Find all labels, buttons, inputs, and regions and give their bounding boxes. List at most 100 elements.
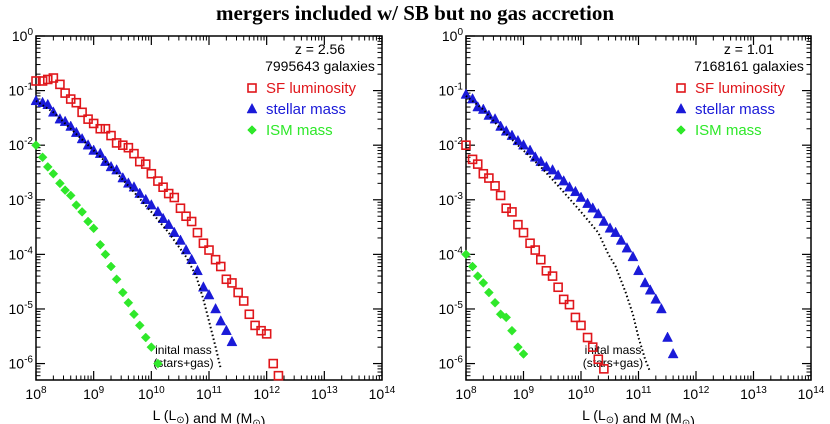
legend-marker-diamond: [247, 125, 257, 135]
data-point: [203, 288, 215, 300]
data-point: [261, 329, 272, 339]
data-point: [88, 118, 99, 129]
data-point: [529, 151, 541, 162]
data-point: [518, 139, 529, 150]
y-tick-label: 100: [442, 27, 464, 44]
data-point: [77, 107, 87, 118]
data-point: [633, 264, 644, 276]
x-axis-label: L (L⊙) and M (M⊙): [582, 407, 695, 424]
data-point: [558, 294, 569, 305]
data-point: [95, 239, 106, 250]
data-point: [83, 216, 93, 227]
galaxy-count-label: 7168161 galaxies: [694, 58, 804, 74]
data-point: [48, 73, 59, 83]
initial-mass-annotation-sub: (stars+gas): [153, 356, 213, 370]
data-point: [484, 287, 494, 298]
chart-left: 108 109 1010 1011 1012 1013 1014 100 10-1 10-2 10-…: [9, 27, 396, 424]
data-point: [525, 238, 535, 249]
data-point: [186, 216, 197, 227]
galaxy-count-label: 7995643 galaxies: [265, 58, 375, 74]
data-point: [123, 142, 134, 153]
data-point: [186, 253, 198, 264]
series-inital-mass-stars-gas-: [465, 95, 652, 373]
data-point: [593, 354, 604, 365]
data-point: [226, 335, 238, 347]
y-tick-label: 10-1: [9, 82, 34, 99]
data-point: [598, 215, 610, 226]
data-point: [587, 202, 599, 213]
data-point: [210, 254, 221, 265]
data-point: [95, 123, 106, 134]
y-tick-label: 10-2: [9, 136, 34, 153]
y-tick-label: 10-5: [9, 300, 34, 317]
data-point: [547, 164, 558, 175]
figure-title: mergers included w/ SB but no gas accret…: [215, 1, 615, 25]
data-point: [76, 132, 88, 144]
x-tick-label: 1013: [740, 385, 767, 402]
x-tick-label: 1013: [311, 385, 338, 402]
y-tick-label: 10-3: [9, 191, 34, 208]
legend-marker-square: [247, 83, 257, 93]
data-point: [55, 178, 65, 189]
y-tick-label: 10-6: [439, 355, 464, 372]
data-point: [37, 152, 48, 163]
data-point: [587, 342, 598, 352]
data-point: [244, 309, 255, 320]
data-point: [650, 293, 662, 304]
data-point: [65, 190, 76, 201]
y-tick-label: 10-5: [439, 300, 464, 317]
data-point: [478, 278, 489, 288]
data-point: [490, 297, 500, 308]
data-point: [582, 332, 593, 343]
data-point: [168, 226, 180, 237]
data-point: [495, 120, 507, 131]
data-point: [233, 287, 243, 298]
data-point: [547, 271, 558, 281]
data-point: [268, 358, 279, 369]
data-point: [106, 261, 116, 272]
data-point: [667, 347, 679, 359]
data-point: [163, 218, 175, 229]
redshift-label: z = 1.01: [724, 41, 774, 57]
data-point: [123, 297, 134, 308]
data-point: [175, 234, 186, 245]
data-point: [71, 200, 82, 210]
data-point: [198, 238, 209, 249]
data-point: [153, 358, 163, 369]
legend-marker-triangle: [675, 102, 687, 114]
data-point: [484, 173, 494, 183]
data-point: [541, 266, 552, 276]
data-point: [100, 123, 111, 134]
data-point: [507, 207, 517, 217]
data-point: [564, 181, 575, 192]
data-point: [117, 287, 128, 298]
data-point: [639, 276, 651, 288]
data-point: [540, 160, 552, 172]
initial-mass-annotation: inital mass: [585, 343, 642, 357]
data-point: [564, 299, 575, 310]
x-tick-label: 1012: [253, 385, 280, 402]
x-tick-label: 1014: [798, 385, 825, 402]
legend-label: SF luminosity: [695, 80, 786, 97]
data-point: [100, 249, 111, 260]
data-point: [37, 76, 48, 86]
data-point: [134, 156, 145, 167]
data-point: [105, 160, 117, 172]
legend-marker-triangle: [246, 102, 258, 114]
data-point: [175, 203, 186, 214]
x-tick-label: 1011: [196, 385, 222, 402]
data-point: [513, 342, 523, 352]
data-point: [518, 227, 529, 238]
chart-right: 108 109 1010 1011 1012 1013 1014 100 10-1 10-2 10-…: [439, 27, 825, 424]
data-point: [536, 254, 546, 265]
x-tick-label: 1012: [683, 385, 710, 402]
data-point: [461, 140, 471, 150]
legend-marker-square: [676, 83, 686, 93]
x-tick-label: 1010: [568, 385, 595, 402]
x-tick-label: 1011: [626, 385, 652, 402]
data-point: [238, 296, 249, 306]
data-point: [518, 349, 529, 359]
data-point: [472, 100, 484, 112]
x-tick-label: 109: [83, 385, 105, 402]
